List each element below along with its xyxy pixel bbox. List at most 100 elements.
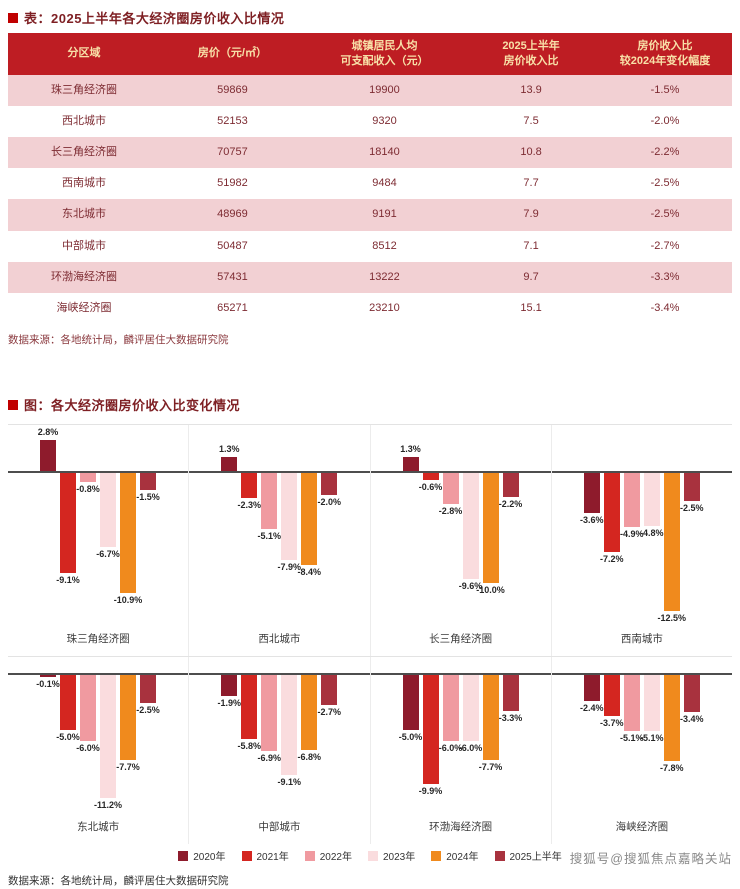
bar-2024年 <box>663 473 680 612</box>
table-cell: 65271 <box>217 302 248 314</box>
zero-axis-line <box>8 673 189 676</box>
red-square-bullet-icon <box>8 12 18 23</box>
bar-value-label: 2.8% <box>37 427 59 438</box>
bar-value-label: -2.2% <box>498 499 523 510</box>
legend-item: 2021年 <box>241 848 289 863</box>
table-row: 东北城市 48969 9191 7.9 -2.5% <box>8 199 732 231</box>
chart-plot: -0.1% -5.0% -6.0% -11.2% -7.7% -2.5% <box>8 657 189 815</box>
table-cell: 西北城市 <box>62 114 107 127</box>
bar-value-label: -5.0% <box>398 732 423 743</box>
bar-value-label: -5.1% <box>257 531 281 542</box>
chart-group: -0.1% -5.0% -6.0% -11.2% -7.7% -2.5% 东北城市 <box>8 657 190 845</box>
bar-2021年 <box>60 675 76 731</box>
bar-value-label: -7.7% <box>116 762 140 773</box>
table-cell: -2.2% <box>598 137 732 169</box>
col-header-change: 房价收入比 较2024年变化幅度 <box>598 33 732 75</box>
table-cell: 13222 <box>304 261 465 293</box>
chart-category-label: 西北城市 <box>258 633 301 646</box>
bar-value-label: -11.2% <box>93 800 123 811</box>
chart-category-label: 海峡经济圈 <box>615 821 669 834</box>
bar-2020年 <box>40 675 56 678</box>
bar-2020年 <box>583 473 600 514</box>
bar-value-label: -9.1% <box>56 575 80 586</box>
bar-2023年 <box>100 675 116 799</box>
bar-value-label: -5.1% <box>619 733 644 744</box>
table-cell: 19900 <box>304 74 465 106</box>
table-cell: 51982 <box>217 177 248 190</box>
watermark-text: 搜狐号@搜狐焦点嘉略关站 <box>569 852 732 866</box>
table-row: 环渤海经济圈 57431 13222 9.7 -3.3% <box>8 261 732 293</box>
bar-value-label: -2.4% <box>579 703 604 714</box>
table-cell: 70757 <box>160 137 305 169</box>
table-cell: -3.3% <box>598 261 732 293</box>
bar-2021年 <box>241 675 258 740</box>
chart-group: -2.4% -3.7% -5.1% -5.1% -7.8% -3.4% 海峡经济圈 <box>551 657 732 844</box>
zero-axis-line <box>370 673 551 676</box>
zero-axis-line <box>189 673 370 676</box>
bar-value-label: -9.6% <box>458 581 483 592</box>
table-cell: -2.5% <box>650 177 680 190</box>
bar-value-label: -1.5% <box>136 492 160 503</box>
legend-item: 2023年 <box>368 848 415 863</box>
table-cell: 中部城市 <box>62 239 107 252</box>
bar-value-label: -6.0% <box>76 743 100 754</box>
table-section-title: 表：2025上半年各大经济圈房价收入比情况 <box>24 11 285 26</box>
zero-axis-line <box>8 471 189 474</box>
table-data-source: 数据来源：各地统计局，麟评居住大数据研究院 <box>8 334 229 347</box>
col-header-income: 城镇居民人均 可支配收入（元） <box>304 33 465 75</box>
bar-value-label: -2.3% <box>237 500 261 511</box>
bar-2024年 <box>482 473 499 584</box>
bar-2020年 <box>40 440 56 472</box>
table-cell: -2.0% <box>650 114 680 127</box>
bar-2022年 <box>261 473 278 530</box>
bar-value-label: -5.8% <box>237 741 261 752</box>
table-cell: 23210 <box>369 302 400 314</box>
bar-value-label: -7.8% <box>659 763 684 774</box>
bar-value-label: -5.1% <box>639 733 664 744</box>
legend-label: 2022年 <box>319 852 352 864</box>
table-cell: 15.1 <box>520 302 542 314</box>
bar-2022年 <box>442 473 459 505</box>
bar-2025上半年 <box>683 473 700 502</box>
table-cell: -2.5% <box>598 199 732 231</box>
bar-2025上半年 <box>502 473 519 498</box>
bar-value-label: -3.4% <box>679 714 704 725</box>
bar-value-label: -6.8% <box>297 752 321 763</box>
bar-value-label: -12.5% <box>657 613 687 624</box>
table-row: 长三角经济圈 70757 18140 10.8 -2.2% <box>8 137 732 169</box>
table-cell: 8512 <box>372 239 397 252</box>
bar-value-label: -0.1% <box>36 679 60 690</box>
chart-plot: -5.0% -9.9% -6.0% -6.0% -7.7% -3.3% <box>370 657 551 815</box>
table-cell: 57431 <box>160 261 305 293</box>
legend-swatch <box>178 850 189 861</box>
legend-item: 2022年 <box>304 848 352 864</box>
table-cell: 13.9 <box>464 74 599 106</box>
bar-2020年 <box>221 675 238 697</box>
table-cell: 海峡经济圈 <box>56 302 112 314</box>
bar-2020年 <box>583 675 600 702</box>
bar-2024年 <box>301 473 318 566</box>
legend-swatch <box>304 850 315 861</box>
bar-value-label: -7.9% <box>277 562 301 573</box>
chart-plot: -2.4% -3.7% -5.1% -5.1% -7.8% -3.4% <box>551 657 732 815</box>
bar-2021年 <box>603 473 620 553</box>
chart-group: 1.3% -2.3% -5.1% -7.9% -8.4% -2.0% 西北城市 <box>189 425 371 657</box>
bar-2021年 <box>422 473 439 481</box>
table-row: 海峡经济圈 65271 23210 15.1 -3.4% <box>8 293 732 324</box>
chart-category-label: 珠三角经济圈 <box>66 633 130 646</box>
chart-data-source: 数据来源：各地统计局，麟评居住大数据研究院 <box>8 875 229 888</box>
table-cell: 10.8 <box>464 137 599 169</box>
bar-value-label: -3.6% <box>579 515 604 526</box>
chart-plot: -3.6% -7.2% -4.9% -4.8% -12.5% -2.5% <box>551 425 732 627</box>
bar-2022年 <box>623 473 640 528</box>
bar-value-label: -2.5% <box>679 503 704 514</box>
bar-2025上半年 <box>140 675 156 704</box>
table-section-title-row: 表：2025上半年各大经济圈房价收入比情况 <box>0 0 740 33</box>
bar-2021年 <box>603 675 620 717</box>
table-cell: 珠三角经济圈 <box>8 74 161 106</box>
bar-2024年 <box>663 675 680 762</box>
table-cell: 7.7 <box>523 177 539 190</box>
bar-value-label: -6.9% <box>257 753 281 764</box>
chart-category-label: 中部城市 <box>258 821 301 834</box>
bar-2023年 <box>281 473 298 561</box>
